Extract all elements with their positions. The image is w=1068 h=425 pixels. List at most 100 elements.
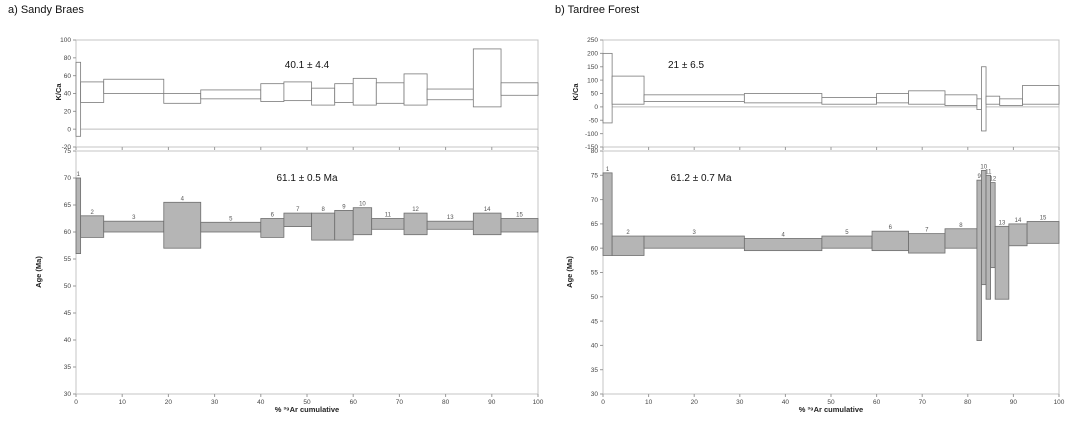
panel-b-kca-ylabel: K/Ca: [571, 83, 580, 101]
panel-b-age-ylabel: Age (Ma): [565, 256, 574, 288]
a-kca-ytick-label: 40: [64, 91, 72, 98]
a-kca-ytick-label: 60: [64, 73, 72, 80]
b-kca-step-box-7: [908, 90, 946, 105]
a-age-step-box-6: [260, 218, 285, 238]
b-kca-ytick-label: 250: [587, 37, 598, 44]
a-age-step-label-2: 2: [90, 210, 94, 216]
a-kca-step-box-8: [311, 87, 336, 106]
a-kca-step-box-6: [260, 83, 285, 102]
panel-a-kca-annotation: 40.1 ± 4.4: [285, 60, 330, 71]
b-age-step-label-8: 8: [959, 223, 963, 229]
panel-a-xlabel: % ³⁹Ar cumulative: [275, 405, 339, 414]
b-age-xtick-label: 100: [1054, 399, 1065, 406]
b-age-ytick-label: 80: [591, 148, 599, 155]
a-age-xtick-label: 60: [350, 399, 358, 406]
a-age-step-label-12: 12: [412, 207, 419, 213]
b-age-step-box-9: [976, 179, 982, 341]
a-age-step-label-13: 13: [447, 215, 454, 221]
a-age-step-label-3: 3: [132, 215, 136, 221]
a-kca-step-box-2: [80, 81, 105, 103]
a-age-step-box-7: [283, 212, 313, 228]
a-kca-ytick-label: 0: [67, 126, 71, 133]
b-age-step-label-1: 1: [606, 167, 610, 173]
a-kca-step-box-10: [352, 77, 377, 106]
a-age-step-box-13: [426, 220, 474, 230]
a-age-step-label-10: 10: [359, 202, 366, 208]
b-kca-ytick-label: -100: [585, 131, 598, 138]
panel-b-title: b) Tardree Forest: [555, 4, 639, 16]
b-age-xtick-label: 60: [873, 399, 881, 406]
a-age-ytick-label: 65: [64, 202, 72, 209]
a-kca-step-box-11: [375, 82, 405, 104]
a-age-step-box-11: [371, 218, 405, 230]
a-age-ytick-label: 35: [64, 364, 72, 371]
a-kca-step-box-3: [103, 78, 165, 94]
b-age-xtick-label: 20: [691, 399, 699, 406]
b-age-ytick-label: 30: [591, 391, 599, 398]
b-age-xtick-label: 90: [1010, 399, 1018, 406]
b-age-xtick-label: 30: [736, 399, 744, 406]
panel-b-kca-plot: -150 -100 -50 0 50 100 150 200 250: [585, 37, 1060, 151]
b-age-step-label-14: 14: [1015, 218, 1022, 224]
b-age-step-label-13: 13: [999, 220, 1006, 226]
b-kca-step-box-3: [643, 94, 745, 102]
a-age-xtick-label: 10: [119, 399, 127, 406]
b-age-ytick-label: 50: [591, 294, 599, 301]
b-age-step-label-15: 15: [1040, 215, 1047, 221]
b-age-step-box-8: [944, 228, 978, 249]
b-age-step-box-10: [981, 170, 987, 286]
a-age-ytick-label: 60: [64, 229, 72, 236]
b-age-step-box-3: [643, 235, 745, 249]
a-kca-step-box-4: [163, 93, 202, 104]
a-age-step-label-8: 8: [321, 207, 325, 213]
a-age-step-box-2: [80, 215, 105, 238]
a-kca-step-box-12: [403, 73, 428, 106]
b-kca-ytick-label: -50: [589, 117, 599, 124]
b-kca-ytick-label: -150: [585, 144, 598, 151]
b-age-ytick-label: 45: [591, 318, 599, 325]
b-age-xtick-label: 50: [827, 399, 835, 406]
b-age-step-box-4: [743, 238, 823, 252]
panel-a: K/Ca Age (Ma) 40.1 ± 4.4 61.1 ± 0.5 Ma %…: [34, 37, 544, 414]
a-age-xtick-label: 0: [74, 399, 78, 406]
b-age-step-box-13: [994, 225, 1010, 300]
a-age-step-label-1: 1: [77, 172, 81, 178]
a-age-step-box-4: [163, 201, 202, 249]
a-age-step-label-5: 5: [229, 216, 233, 222]
b-age-step-label-7: 7: [925, 228, 929, 234]
a-age-ytick-label: 50: [64, 283, 72, 290]
b-age-step-label-10: 10: [980, 164, 987, 170]
panel-b-kca-annotation: 21 ± 6.5: [668, 60, 705, 71]
b-kca-step-box-8: [944, 94, 978, 106]
panel-a-age-ylabel: Age (Ma): [34, 256, 43, 288]
a-age-step-box-10: [352, 207, 373, 236]
a-age-step-box-15: [500, 218, 539, 233]
b-kca-ytick-label: 100: [587, 77, 598, 84]
a-kca-step-box-5: [200, 89, 262, 100]
b-age-step-box-15: [1026, 221, 1060, 244]
b-kca-step-box-9: [976, 98, 982, 110]
b-kca-step-box-6: [876, 93, 909, 104]
b-kca-step-box-2: [611, 75, 645, 105]
a-kca-step-box-15: [500, 82, 539, 96]
a-age-xtick-label: 70: [396, 399, 404, 406]
a-age-xtick-label: 80: [442, 399, 450, 406]
b-age-step-box-11: [985, 174, 991, 300]
a-age-step-box-1: [75, 177, 82, 254]
a-age-ytick-label: 55: [64, 256, 72, 263]
b-kca-ytick-label: 0: [594, 104, 598, 111]
panel-b-age-annotation: 61.2 ± 0.7 Ma: [670, 173, 732, 184]
a-age-step-box-3: [103, 220, 165, 233]
a-age-step-label-14: 14: [484, 207, 491, 213]
a-age-step-label-15: 15: [516, 213, 523, 219]
a-kca-step-box-14: [472, 48, 502, 108]
a-age-xtick-label: 40: [257, 399, 265, 406]
b-kca-ytick-label: 150: [587, 64, 598, 71]
b-age-step-label-3: 3: [693, 230, 697, 236]
a-age-step-label-7: 7: [296, 207, 300, 213]
b-age-step-label-11: 11: [985, 169, 992, 175]
b-age-xtick-label: 70: [919, 399, 927, 406]
a-kca-ytick-label: 100: [60, 37, 71, 44]
a-age-step-box-5: [200, 221, 262, 233]
